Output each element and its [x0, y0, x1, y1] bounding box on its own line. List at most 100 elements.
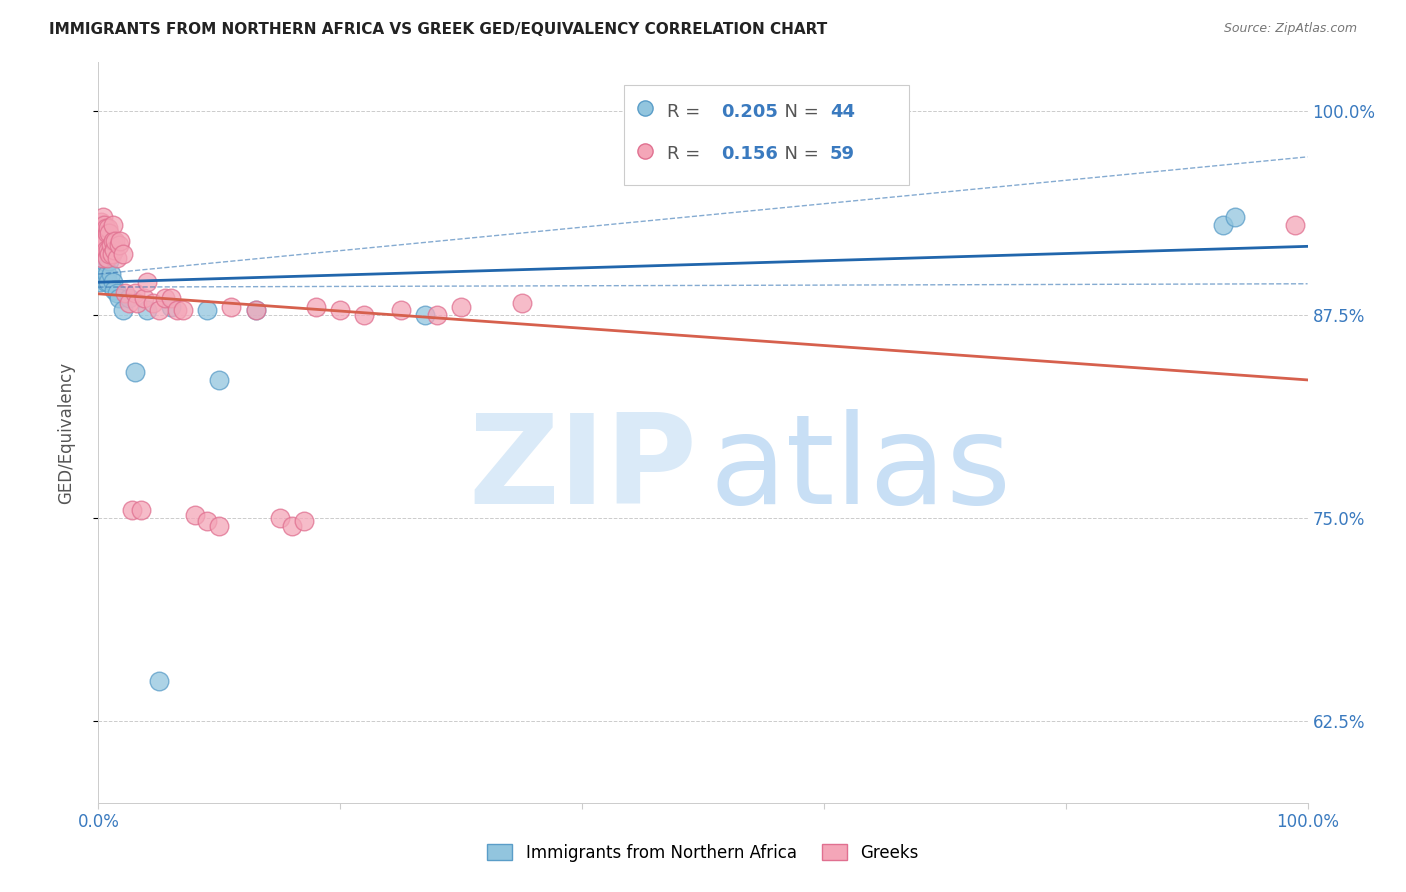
Text: 0.205: 0.205 [721, 103, 778, 121]
Point [101, 218, 124, 232]
Text: ZIP: ZIP [468, 409, 697, 530]
Point [97, 275, 120, 289]
Point [634, 300, 657, 314]
Point [450, 300, 472, 314]
Point [108, 292, 131, 306]
Point [172, 302, 194, 317]
Point [413, 308, 436, 322]
Point [100, 267, 122, 281]
Point [195, 514, 218, 528]
Point [100, 235, 122, 249]
Point [103, 243, 125, 257]
Point [1223, 210, 1246, 224]
Point [148, 302, 170, 317]
Point [91, 237, 114, 252]
Point [98, 254, 121, 268]
Point [510, 296, 533, 310]
Point [91, 218, 114, 232]
Point [184, 508, 207, 522]
Point [292, 514, 315, 528]
Point [142, 296, 165, 310]
Text: 44: 44 [830, 103, 855, 121]
Point [104, 235, 127, 249]
Point [90, 235, 112, 249]
Text: atlas: atlas [709, 409, 1011, 530]
Point [111, 247, 134, 261]
Point [101, 275, 124, 289]
Point [97, 221, 120, 235]
Point [93, 227, 115, 241]
Point [91, 227, 114, 241]
Text: R =: R = [666, 145, 706, 163]
Point [108, 237, 131, 252]
Text: IMMIGRANTS FROM NORTHERN AFRICA VS GREEK GED/EQUIVALENCY CORRELATION CHART: IMMIGRANTS FROM NORTHERN AFRICA VS GREEK… [49, 22, 828, 37]
Point [93, 235, 115, 249]
Point [160, 292, 183, 306]
Point [90, 227, 112, 241]
Point [305, 300, 328, 314]
Point [90, 237, 112, 252]
Point [281, 519, 304, 533]
Point [118, 292, 141, 306]
Point [111, 302, 134, 317]
Text: N =: N = [773, 103, 825, 121]
Point [97, 243, 120, 257]
Text: 0.156: 0.156 [721, 145, 778, 163]
Text: N =: N = [773, 145, 825, 163]
Text: 59: 59 [830, 145, 855, 163]
Point [135, 302, 157, 317]
Point [269, 511, 291, 525]
Point [91, 237, 114, 252]
Point [103, 283, 125, 297]
Point [105, 286, 128, 301]
Point [208, 373, 231, 387]
Point [118, 296, 141, 310]
Legend: Immigrants from Northern Africa, Greeks: Immigrants from Northern Africa, Greeks [481, 838, 925, 869]
Point [94, 251, 117, 265]
Point [96, 235, 118, 249]
Point [166, 302, 188, 317]
Point [93, 267, 115, 281]
Point [94, 221, 117, 235]
Point [129, 503, 152, 517]
Point [96, 247, 118, 261]
Point [93, 218, 115, 232]
Point [134, 292, 156, 306]
Point [148, 673, 170, 688]
Point [91, 210, 114, 224]
Point [90, 215, 112, 229]
Text: R =: R = [666, 103, 706, 121]
Text: Source: ZipAtlas.com: Source: ZipAtlas.com [1223, 22, 1357, 36]
Point [91, 231, 114, 245]
Point [96, 251, 118, 265]
Point [94, 243, 117, 257]
Point [426, 308, 449, 322]
Point [135, 275, 157, 289]
Point [101, 235, 124, 249]
Y-axis label: GED/Equivalency: GED/Equivalency [56, 361, 75, 504]
Point [153, 292, 176, 306]
Point [389, 302, 412, 317]
Point [98, 247, 121, 261]
Point [634, 205, 657, 219]
Point [94, 235, 117, 249]
Point [91, 243, 114, 257]
Point [108, 235, 131, 249]
Point [91, 227, 114, 241]
Point [100, 247, 122, 261]
Point [96, 267, 118, 281]
Point [90, 235, 112, 249]
Point [329, 302, 352, 317]
Point [100, 237, 122, 252]
Point [89, 275, 111, 289]
Point [91, 251, 114, 265]
Point [1212, 218, 1234, 232]
Point [98, 227, 121, 241]
Point [245, 302, 267, 317]
Point [100, 247, 122, 261]
Point [91, 259, 114, 273]
Point [124, 286, 146, 301]
Point [94, 275, 117, 289]
Point [97, 243, 120, 257]
Point [245, 302, 267, 317]
